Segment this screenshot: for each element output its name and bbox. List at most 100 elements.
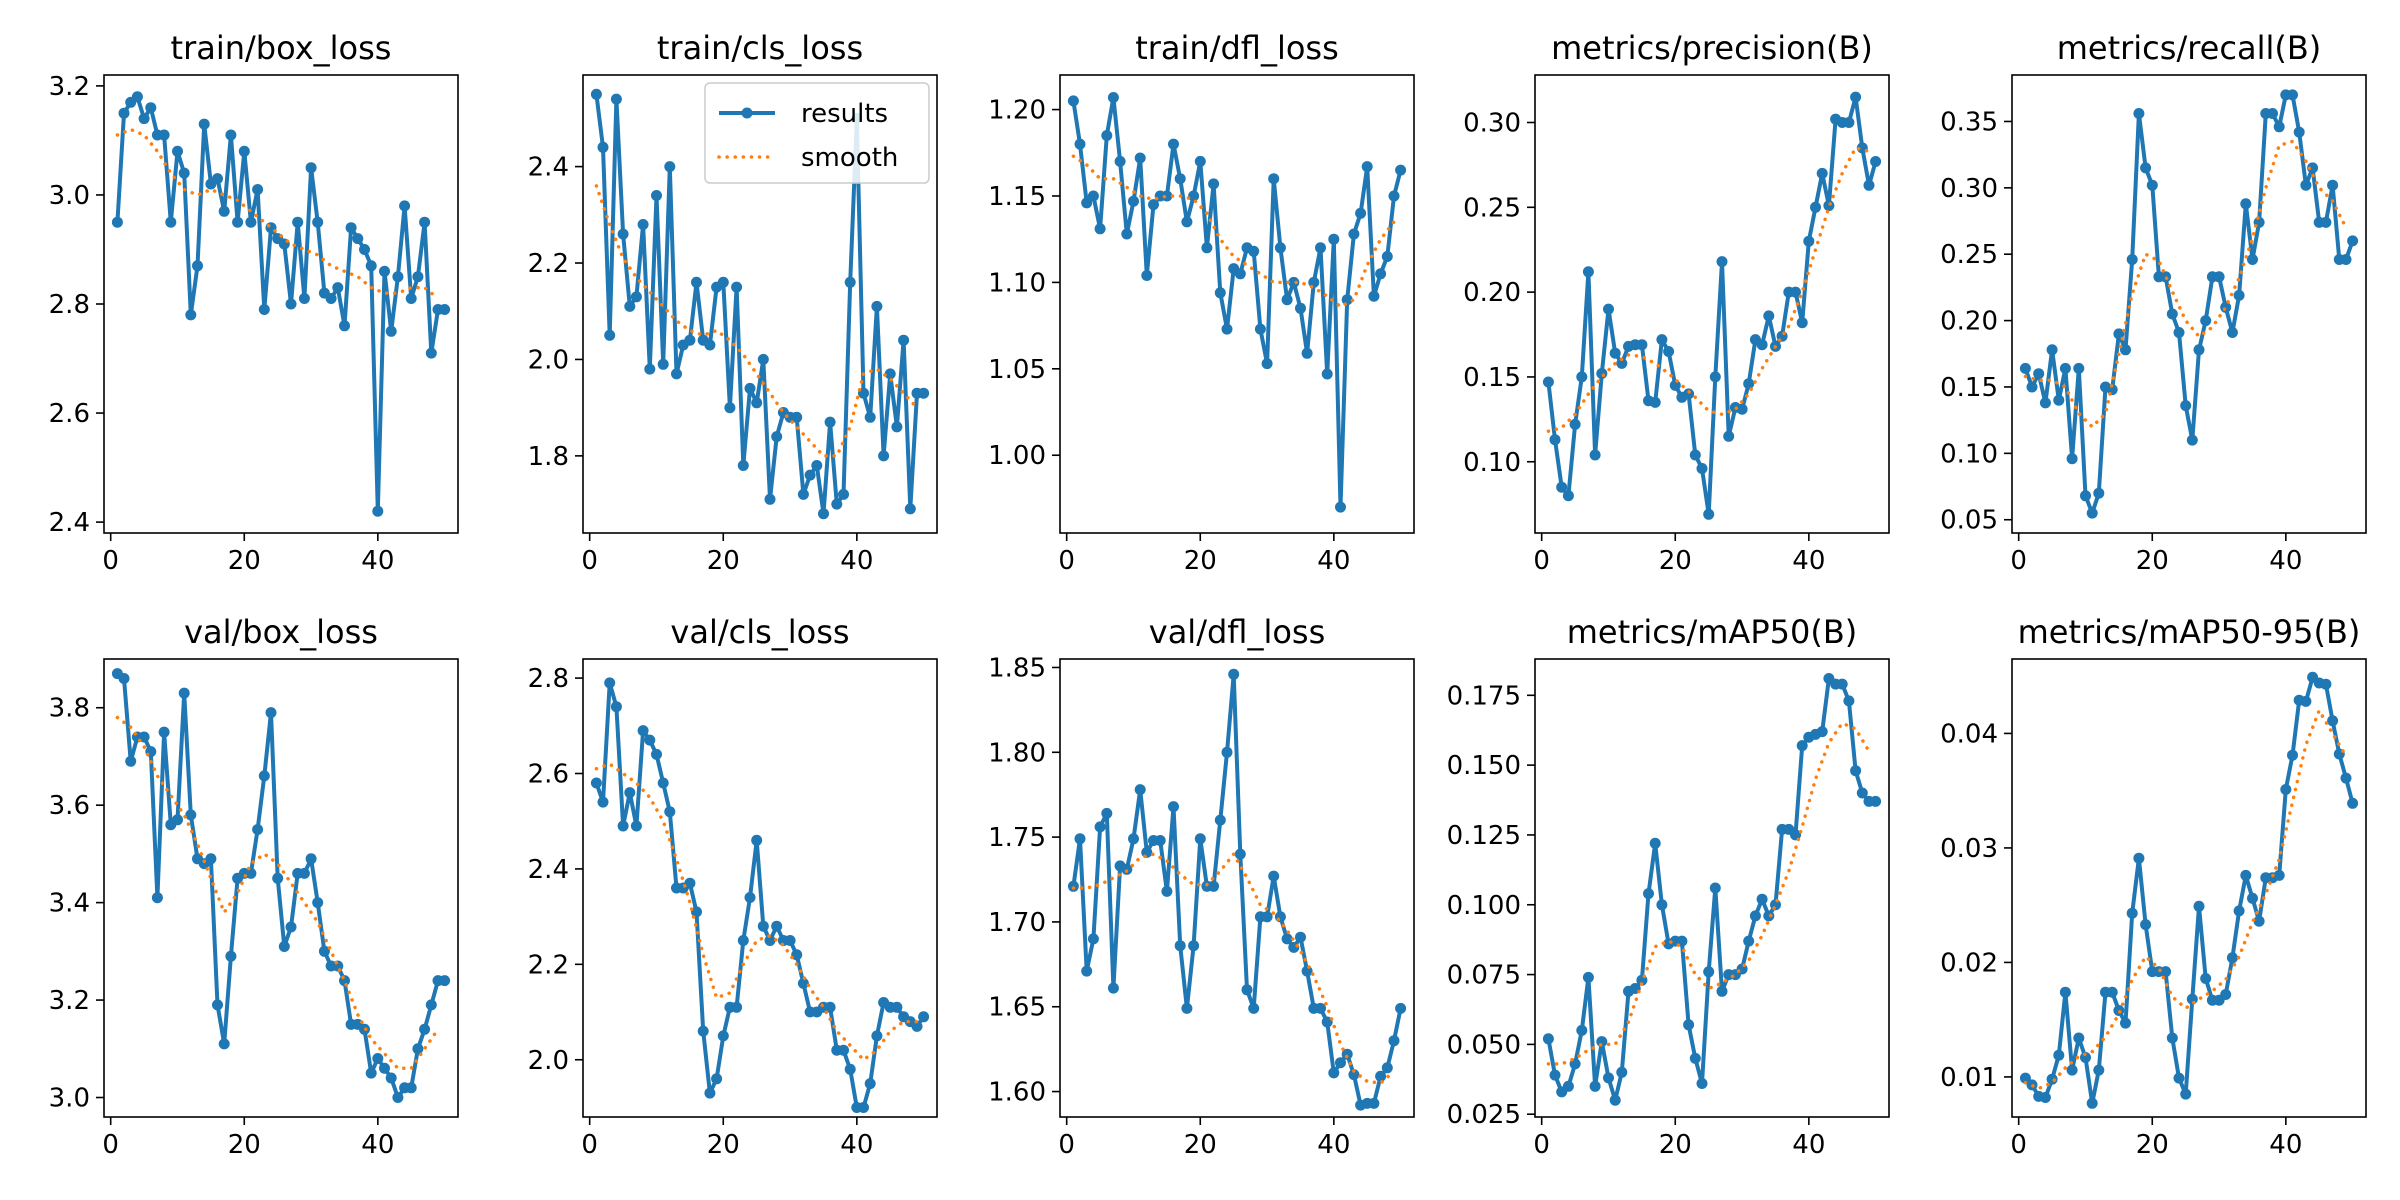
panel-title: val/dfl_loss	[1149, 613, 1326, 651]
results-point	[1168, 801, 1179, 813]
results-point	[704, 339, 716, 351]
results-point	[2340, 254, 2352, 265]
results-point	[1295, 302, 1306, 314]
x-tick-label: 40	[2269, 546, 2302, 576]
results-point	[1609, 347, 1621, 359]
results-point	[1121, 863, 1133, 875]
results-point	[172, 814, 183, 826]
results-point	[292, 216, 304, 228]
results-point	[2287, 89, 2298, 101]
results-point	[751, 834, 763, 846]
results-point	[1696, 463, 1708, 474]
results-point	[185, 809, 197, 821]
y-tick-label: 0.150	[1447, 751, 1521, 781]
results-point	[1261, 911, 1273, 923]
y-tick-label: 0.10	[1940, 439, 1998, 469]
results-point	[2240, 869, 2252, 881]
results-line	[1546, 95, 1878, 517]
results-point	[1181, 1002, 1193, 1014]
results-point	[884, 368, 896, 380]
results-point	[1134, 784, 1146, 796]
results-point	[1703, 508, 1715, 520]
results-point	[1656, 334, 1668, 346]
results-point	[630, 291, 642, 303]
legend-smooth-label: smooth	[801, 143, 898, 173]
results-point	[245, 867, 257, 879]
results-point	[2053, 394, 2065, 406]
x-tick-label: 20	[228, 1130, 261, 1160]
x-tick-label: 20	[2136, 546, 2169, 576]
results-point	[1208, 880, 1220, 892]
results-point	[2220, 301, 2232, 313]
results-point	[2273, 121, 2285, 133]
results-point	[1549, 1069, 1561, 1081]
panel-title: metrics/precision(B)	[1551, 29, 1873, 67]
results-point	[1368, 290, 1380, 302]
results-point	[1649, 837, 1661, 849]
results-point	[2180, 400, 2192, 412]
x-tick-label: 20	[707, 1130, 740, 1160]
results-point	[844, 1063, 856, 1075]
results-point	[704, 1087, 716, 1099]
y-tick-label: 0.02	[1940, 948, 1998, 978]
results-point	[265, 707, 277, 719]
y-tick-label: 2.6	[528, 760, 569, 790]
results-point	[2066, 453, 2078, 465]
axes-frame	[582, 658, 938, 1118]
axes-frame	[1534, 658, 1890, 1118]
y-tick-label: 3.0	[49, 181, 90, 211]
results-point	[2166, 308, 2178, 320]
results-point	[610, 701, 622, 713]
results-point	[439, 304, 451, 315]
results-point	[2053, 1049, 2065, 1061]
x-tick-label: 0	[2010, 1130, 2027, 1160]
results-point	[2193, 344, 2205, 356]
results-point	[1709, 371, 1721, 383]
panel-title: metrics/recall(B)	[2057, 29, 2322, 67]
y-tick-label: 0.04	[1940, 719, 1998, 749]
results-point	[1816, 726, 1828, 738]
results-point	[1863, 179, 1875, 191]
results-point	[2133, 108, 2145, 119]
x-tick-label: 40	[361, 1130, 394, 1160]
results-point	[1081, 965, 1093, 977]
results-point	[2039, 1092, 2051, 1103]
results-point	[1603, 303, 1614, 315]
results-point	[2200, 315, 2212, 327]
results-point	[2220, 989, 2232, 1000]
smooth-line	[1071, 154, 1396, 309]
results-point	[2140, 919, 2152, 931]
results-point	[1087, 933, 1099, 945]
x-tick-label: 40	[1792, 1130, 1825, 1160]
results-point	[1121, 228, 1133, 240]
panel-7: val/cls_loss 0 20 40 2.0 2.2 2.4 2.6 2.8	[528, 613, 938, 1160]
results-point	[1281, 294, 1293, 306]
results-point	[1201, 242, 1213, 254]
results-point	[604, 329, 616, 341]
results-point	[2240, 198, 2252, 210]
results-point	[1174, 940, 1186, 952]
x-tick-label: 40	[840, 1130, 873, 1160]
results-point	[797, 488, 809, 500]
results-point	[2093, 1064, 2105, 1076]
results-point	[911, 1020, 923, 1032]
y-tick-label: 0.01	[1940, 1063, 1998, 1093]
results-point	[372, 505, 384, 517]
results-point	[784, 935, 796, 946]
results-point	[2320, 216, 2332, 228]
results-point	[218, 1038, 230, 1050]
results-point	[2233, 289, 2245, 301]
results-point	[245, 216, 257, 228]
y-tick-label: 2.4	[528, 153, 569, 183]
y-tick-label: 1.10	[988, 268, 1046, 298]
smooth-line	[2023, 139, 2348, 429]
results-point	[2019, 1072, 2031, 1084]
results-point	[590, 777, 602, 789]
results-point	[2173, 1072, 2185, 1084]
results-point	[218, 205, 230, 217]
results-point	[684, 877, 696, 889]
results-point	[2347, 797, 2359, 809]
x-tick-label: 0	[1533, 1130, 1550, 1160]
results-point	[1616, 1066, 1628, 1078]
